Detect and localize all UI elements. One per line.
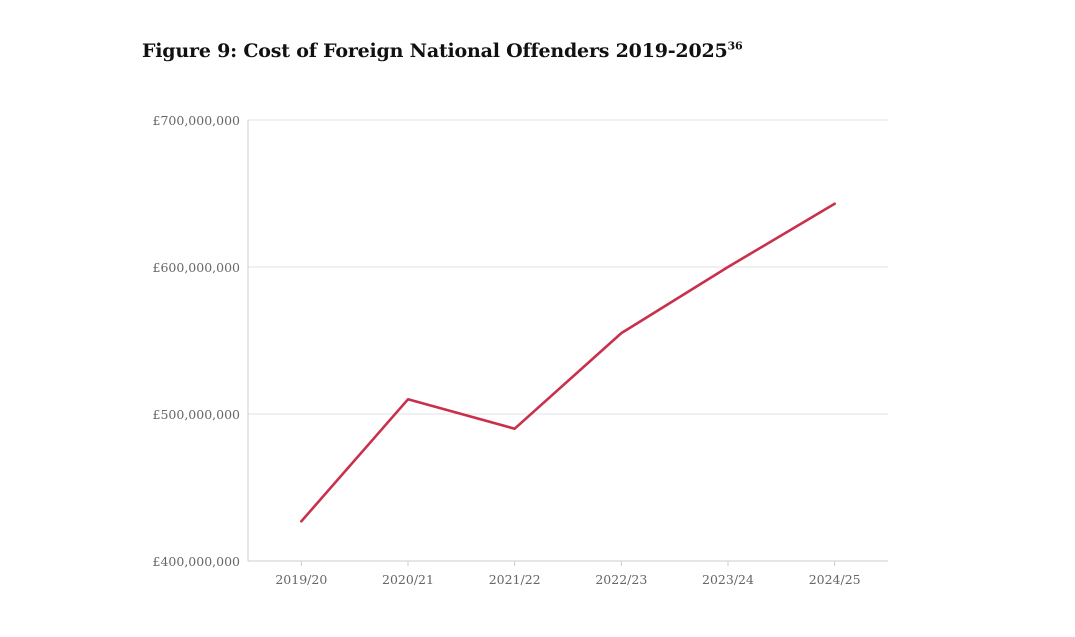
y-tick-label: £600,000,000: [153, 260, 241, 275]
y-tick-label: £400,000,000: [153, 554, 241, 569]
x-tick-labels: 2019/20 2020/21 2021/22 2022/23 2023/24 2024/…: [275, 572, 860, 587]
grid-layer: [248, 119, 888, 415]
y-tick-labels: £400,000,000 £500,000,000 £600,000,000 £700…: [153, 113, 241, 569]
x-tick-label: 2021/22: [489, 572, 541, 587]
axis-layer: [247, 120, 888, 566]
series-line: [300, 202, 836, 523]
footnote-reference: 36: [727, 39, 743, 53]
x-tick-label: 2020/21: [382, 572, 434, 587]
figure-title-text: Figure 9: Cost of Foreign National Offen…: [142, 40, 728, 62]
series-layer: [300, 202, 836, 523]
y-tick-label: £500,000,000: [153, 407, 241, 422]
x-tick-label: 2024/25: [809, 572, 861, 587]
figure-title: Figure 9: Cost of Foreign National Offen…: [142, 39, 743, 62]
x-tick-label: 2023/24: [702, 572, 754, 587]
x-tick-label: 2022/23: [595, 572, 647, 587]
y-tick-label: £700,000,000: [153, 113, 241, 128]
x-tick-label: 2019/20: [275, 572, 327, 587]
